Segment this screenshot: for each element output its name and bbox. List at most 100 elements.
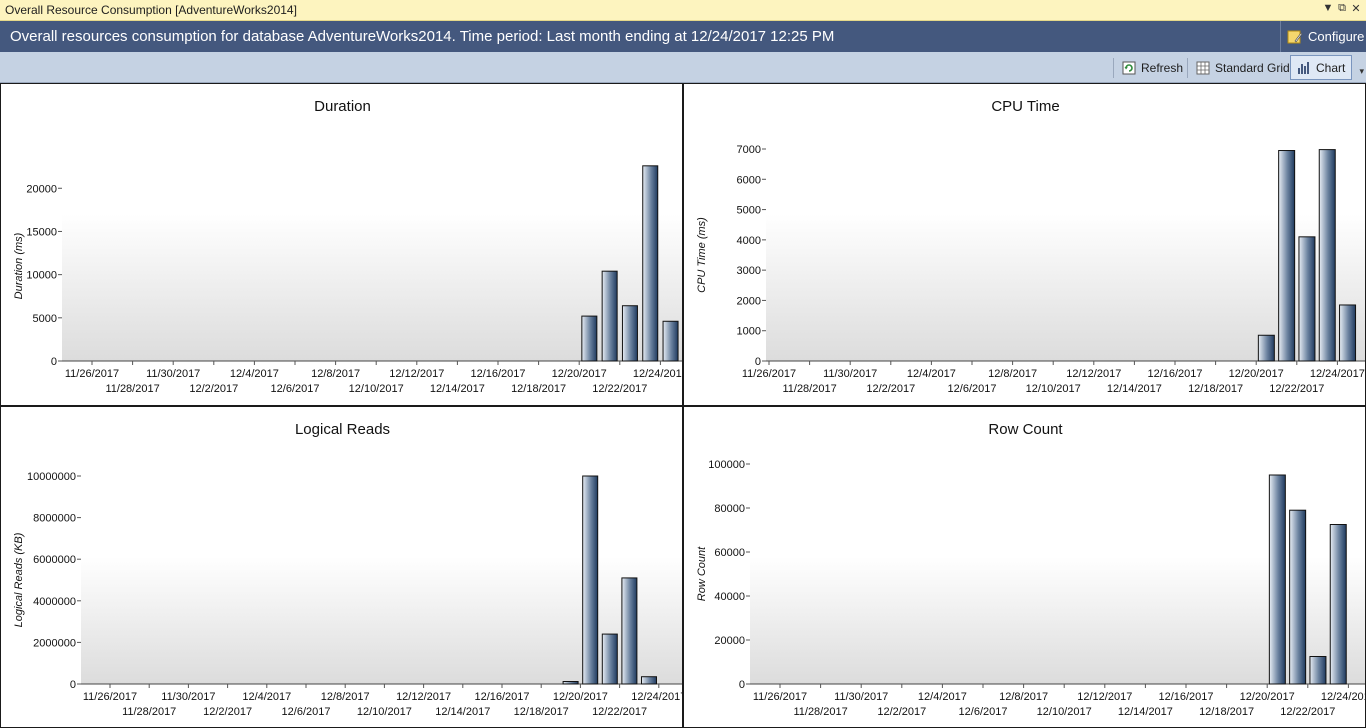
chart-bar[interactable] (601, 633, 618, 685)
x-tick-label: 12/2/2017 (877, 706, 926, 718)
y-tick-label: 3000 (737, 265, 761, 277)
chart-bar[interactable] (1329, 524, 1347, 685)
y-tick-label: 5000 (737, 205, 761, 217)
x-tick-label: 12/16/2017 (1147, 368, 1202, 380)
chart-button[interactable]: Chart (1290, 55, 1353, 80)
chart-bar[interactable] (1257, 334, 1275, 362)
chart-bar[interactable] (1289, 509, 1307, 685)
x-tick-label: 11/30/2017 (834, 691, 888, 703)
y-tick-label: 7000 (737, 144, 761, 156)
x-tick-label: 12/8/2017 (999, 691, 1048, 703)
grid-icon (1196, 61, 1210, 74)
chart-bar[interactable] (1318, 149, 1336, 362)
x-tick-label: 12/12/2017 (1077, 691, 1132, 703)
chart-bar[interactable] (582, 475, 599, 685)
duration-chart: Duration Duration (ms) 0 5000 10000 15000 2000… (13, 98, 683, 395)
x-tick-label: 12/4/2017 (242, 691, 291, 703)
chart-bar[interactable] (662, 320, 679, 362)
close-icon[interactable]: ✕ (1351, 3, 1361, 15)
chart-bar[interactable] (1268, 474, 1286, 685)
x-tick-label: 12/20/2017 (1240, 691, 1295, 703)
cpu-time-chart: CPU Time CPU Time (ms) 0 1000 2000 3000 4000 50… (696, 98, 1365, 395)
row-count-chart: Row Count Row Count 0 20000 40000 60000 80000 1… (696, 421, 1366, 718)
plot-background (766, 214, 1365, 361)
y-tick-label: 6000000 (33, 554, 76, 566)
chart-bar[interactable] (621, 305, 638, 362)
y-tick-label: 0 (755, 356, 761, 368)
x-tick-label: 11/26/2017 (83, 691, 137, 703)
y-axis-label: Row Count (696, 546, 708, 601)
x-tick-label: 12/10/2017 (357, 706, 412, 718)
x-tick-label: 12/22/2017 (592, 706, 647, 718)
x-tick-label: 12/24/2017 (1321, 691, 1366, 703)
y-tick-label: 4000 (737, 235, 761, 247)
standard-grid-button[interactable]: Standard Grid (1189, 55, 1297, 80)
x-tick-label: 11/28/2017 (122, 706, 176, 718)
chart-icon (1298, 61, 1309, 74)
x-tick-label: 12/22/2017 (1280, 706, 1335, 718)
plot-background (81, 557, 682, 684)
chart-title: CPU Time (991, 98, 1059, 115)
configure-button[interactable]: Configure (1280, 21, 1366, 52)
x-tick-label: 12/8/2017 (321, 691, 370, 703)
x-tick-label: 12/22/2017 (1269, 383, 1324, 395)
x-tick-label: 12/16/2017 (1158, 691, 1213, 703)
x-tick-label: 12/4/2017 (918, 691, 967, 703)
toolbar: Refresh Standard Grid Chart ▾ (0, 52, 1366, 83)
y-tick-label: 2000 (737, 295, 761, 307)
y-tick-label: 5000 (33, 313, 57, 325)
x-tick-label: 11/26/2017 (753, 691, 807, 703)
x-tick-label: 12/18/2017 (1199, 706, 1254, 718)
chart-bar[interactable] (1298, 236, 1316, 362)
x-tick-label: 11/28/2017 (105, 383, 159, 395)
cpu-time-chart-panel: CPU Time CPU Time (ms) 0 1000 2000 3000 4000 50… (683, 83, 1366, 406)
x-tick-label: 12/8/2017 (311, 368, 360, 380)
chart-bar[interactable] (1309, 656, 1327, 685)
y-tick-label: 10000 (26, 270, 57, 282)
x-tick-label: 12/22/2017 (592, 383, 647, 395)
chart-bar[interactable] (621, 577, 638, 685)
y-tick-label: 6000 (737, 174, 761, 186)
x-tick-label: 12/12/2017 (389, 368, 444, 380)
x-tick-label: 12/8/2017 (988, 368, 1037, 380)
refresh-button[interactable]: Refresh (1115, 55, 1190, 80)
x-tick-label: 12/18/2017 (511, 383, 566, 395)
duration-chart-panel: Duration Duration (ms) 0 5000 10000 15000 2000… (0, 83, 683, 406)
y-tick-label: 15000 (26, 226, 57, 238)
x-tick-label: 12/24/2017 (631, 691, 683, 703)
refresh-icon (1122, 61, 1136, 74)
x-tick-label: 12/20/2017 (1229, 368, 1284, 380)
report-description: Overall resources consumption for databa… (10, 28, 835, 45)
y-tick-label: 0 (70, 679, 76, 691)
chart-bar[interactable] (642, 165, 659, 362)
configure-icon (1287, 30, 1303, 43)
chart-bar[interactable] (562, 681, 579, 685)
y-tick-label: 80000 (714, 503, 745, 515)
chart-bar[interactable] (601, 270, 618, 362)
y-tick-label: 0 (739, 679, 745, 691)
x-tick-label: 12/14/2017 (1107, 383, 1162, 395)
x-tick-label: 12/24/2017 (633, 368, 683, 380)
y-tick-label: 10000000 (27, 471, 76, 483)
window-title: Overall Resource Consumption [AdventureW… (5, 3, 297, 17)
x-tick-label: 11/26/2017 (742, 368, 796, 380)
x-tick-label: 12/2/2017 (866, 383, 915, 395)
logical-reads-chart-panel: Logical Reads Logical Reads (KB) 0 2000000 4… (0, 406, 683, 728)
x-tick-label: 11/30/2017 (823, 368, 877, 380)
chart-title: Logical Reads (295, 421, 390, 438)
charts-grid: Duration Duration (ms) 0 5000 10000 15000 2000… (0, 83, 1366, 728)
y-tick-label: 8000000 (33, 513, 76, 525)
chart-bar[interactable] (1339, 304, 1357, 362)
refresh-label: Refresh (1141, 60, 1184, 75)
chart-bar[interactable] (641, 676, 657, 685)
y-axis-label: CPU Time (ms) (696, 217, 708, 293)
chart-bar[interactable] (1278, 150, 1296, 362)
pin-dropdown-icon[interactable]: ▼ (1322, 2, 1334, 14)
float-window-icon[interactable]: ⧉ (1338, 2, 1346, 14)
chart-bar[interactable] (581, 315, 598, 362)
x-tick-label: 12/6/2017 (282, 706, 331, 718)
toolbar-overflow-icon[interactable]: ▾ (1359, 66, 1364, 76)
standard-grid-label: Standard Grid (1215, 60, 1290, 75)
x-tick-label: 12/12/2017 (1066, 368, 1121, 380)
x-tick-label: 12/14/2017 (1118, 706, 1173, 718)
